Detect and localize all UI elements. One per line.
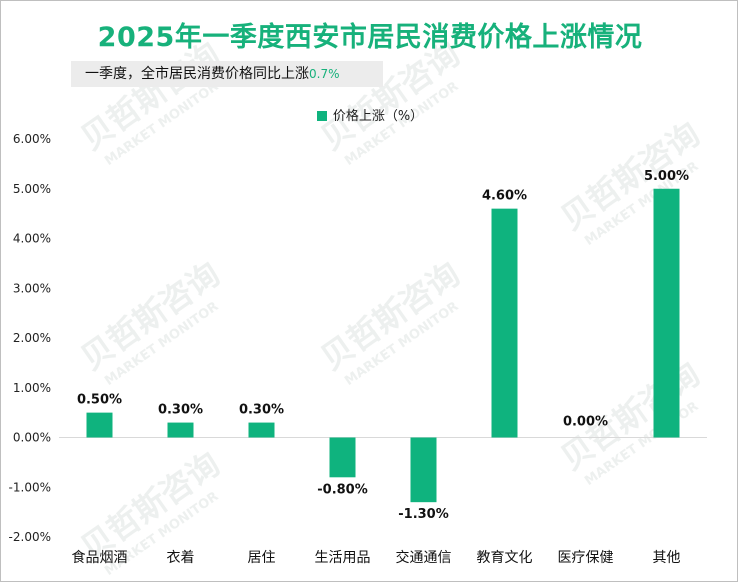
y-tick-label: 1.00% (13, 381, 51, 395)
data-label: -1.30% (398, 507, 449, 522)
subtitle-box: 一季度，全市居民消费价格同比上涨0.7% (71, 61, 383, 87)
data-label: 0.30% (158, 403, 203, 418)
chart-title: 2025年一季度西安市居民消费价格上涨情况 (97, 22, 643, 53)
bar (167, 422, 194, 438)
subtitle-value: 0.7% (309, 67, 340, 81)
bar (86, 412, 113, 438)
axis-layer: 6.00% 5.00% 4.00% 3.00% 2.00% 1.00% 0.00% -1.00… (9, 132, 707, 544)
labels-layer: 0.50% 食品烟酒 0.30% 衣着 0.30% 居住 -0.80% 生活用品 -1.30% 交… (72, 169, 690, 566)
y-tick-label: 0.00% (13, 431, 51, 445)
category-label: 交通通信 (396, 549, 452, 566)
category-label: 医疗保健 (558, 550, 614, 566)
data-label: 4.60% (482, 189, 527, 204)
data-label: 0.00% (563, 415, 608, 430)
bar (248, 422, 275, 438)
bar (410, 437, 437, 503)
category-label: 居住 (248, 550, 276, 566)
category-label: 其他 (653, 550, 681, 566)
bar (329, 437, 356, 478)
y-tick-label: -2.00% (9, 530, 51, 544)
legend: 价格上涨（%） (1, 105, 737, 124)
data-label: -0.80% (317, 482, 368, 497)
bar (491, 208, 518, 438)
category-label: 衣着 (167, 550, 195, 566)
category-label: 教育文化 (477, 550, 533, 566)
y-tick-label: 6.00% (13, 132, 51, 146)
y-tick-label: 2.00% (13, 331, 51, 345)
subtitle-text: 一季度，全市居民消费价格同比上涨 (85, 66, 309, 82)
data-label: 0.30% (239, 403, 284, 418)
legend-swatch (316, 111, 327, 121)
bar (653, 188, 680, 438)
data-label: 0.50% (77, 393, 122, 408)
data-label: 5.00% (644, 169, 689, 184)
y-tick-label: 4.00% (13, 232, 51, 246)
y-tick-label: 5.00% (13, 182, 51, 196)
legend-label: 价格上涨（%） (332, 109, 424, 124)
category-label: 生活用品 (315, 550, 371, 566)
bars-layer (86, 188, 680, 503)
y-tick-label: 3.00% (13, 281, 51, 295)
y-tick-label: -1.00% (9, 480, 51, 494)
category-label: 食品烟酒 (72, 549, 128, 566)
